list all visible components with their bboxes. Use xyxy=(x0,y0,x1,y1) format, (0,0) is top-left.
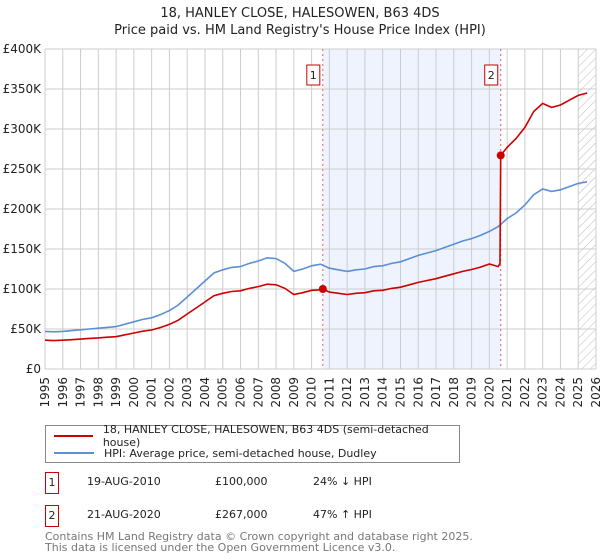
sale-point-2 xyxy=(496,151,505,160)
x-tick-label: 2015 xyxy=(393,377,407,408)
sale-row-1: 1 19-AUG-2010 £100,000 24% ↓ HPI xyxy=(45,472,445,494)
y-tick-label: £100K xyxy=(3,282,43,296)
chart-title: 18, HANLEY CLOSE, HALESOWEN, B63 4DS xyxy=(160,6,439,21)
y-tick-label: £250K xyxy=(3,162,43,176)
x-tick-label: 2009 xyxy=(287,377,301,408)
x-tick-label: 2012 xyxy=(340,377,354,408)
x-tick-label: 2025 xyxy=(571,377,585,408)
hpi-line xyxy=(44,181,588,333)
sale-point-1 xyxy=(318,285,327,293)
sale-box-label-2: 2 xyxy=(488,69,495,82)
y-tick-label: £300K xyxy=(3,122,43,136)
sale-date: 19-AUG-2010 xyxy=(87,475,161,488)
sale-marker-1: 1 xyxy=(45,472,59,494)
x-tick-label: 2013 xyxy=(358,377,372,408)
x-tick-label: 2000 xyxy=(127,377,141,408)
legend: 18, HANLEY CLOSE, HALESOWEN, B63 4DS (se… xyxy=(45,423,460,463)
sale-hpi-diff: 47% ↑ HPI xyxy=(313,508,372,521)
sale-price: £100,000 xyxy=(215,475,268,488)
x-tick-label: 1998 xyxy=(91,377,105,408)
y-tick-label: £150K xyxy=(3,242,43,256)
sale-hpi-diff: 24% ↓ HPI xyxy=(313,475,372,488)
x-tick-label: 2010 xyxy=(305,377,319,408)
chart-subtitle: Price paid vs. HM Land Registry's House … xyxy=(114,23,486,38)
x-tick-label: 2023 xyxy=(536,377,550,408)
x-tick-label: 2020 xyxy=(482,377,496,408)
legend-swatch-blue xyxy=(54,452,94,454)
legend-label-property: 18, HANLEY CLOSE, HALESOWEN, B63 4DS (se… xyxy=(102,423,429,449)
x-tick-label: 2018 xyxy=(447,377,461,408)
price-paid-line xyxy=(44,92,588,342)
x-tick-label: 2004 xyxy=(198,377,212,408)
x-tick-label: 2024 xyxy=(553,377,567,408)
x-tick-label: 1995 xyxy=(38,377,52,408)
legend-item-property: 18, HANLEY CLOSE, HALESOWEN, B63 4DS (se… xyxy=(54,423,459,449)
x-tick-label: 2019 xyxy=(465,377,479,408)
x-tick-label: 2002 xyxy=(162,377,176,408)
sale-date: 21-AUG-2020 xyxy=(87,508,161,521)
x-tick-label: 2001 xyxy=(145,377,159,408)
legend-swatch-red xyxy=(54,435,93,437)
y-tick-label: £50K xyxy=(10,322,42,336)
x-tick-label: 2006 xyxy=(234,377,248,408)
footer-copyright: Contains HM Land Registry data © Crown c… xyxy=(45,530,473,543)
sale-box-1 xyxy=(306,64,321,86)
y-tick-label: £0 xyxy=(26,362,41,376)
y-tick-label: £350K xyxy=(3,82,43,96)
x-tick-label: 2017 xyxy=(429,377,443,408)
x-tick-label: 2026 xyxy=(589,377,600,408)
x-tick-label: 1999 xyxy=(109,377,123,408)
footer-licence: This data is licensed under the Open Gov… xyxy=(45,541,396,554)
x-tick-label: 1997 xyxy=(74,377,88,408)
x-tick-label: 1996 xyxy=(56,377,70,408)
x-tick-label: 2008 xyxy=(269,377,283,408)
x-tick-label: 2011 xyxy=(322,377,336,408)
x-tick-label: 2007 xyxy=(251,377,265,408)
x-tick-label: 2021 xyxy=(500,377,514,408)
sale-marker-2: 2 xyxy=(45,505,59,527)
sale-row-2: 2 21-AUG-2020 £267,000 47% ↑ HPI xyxy=(45,505,445,527)
x-tick-label: 2005 xyxy=(216,377,230,408)
x-tick-label: 2003 xyxy=(180,377,194,408)
y-tick-label: £200K xyxy=(3,202,43,216)
legend-item-hpi: HPI: Average price, semi-detached house,… xyxy=(54,445,377,461)
y-tick-label: £400K xyxy=(3,42,43,56)
footer: Contains HM Land Registry data © Crown c… xyxy=(45,531,473,553)
sale-box-2 xyxy=(484,64,499,86)
x-tick-label: 2022 xyxy=(518,377,532,408)
chart-svg: 18, HANLEY CLOSE, HALESOWEN, B63 4DS Pri… xyxy=(3,6,600,408)
x-tick-label: 2016 xyxy=(411,377,425,408)
sale-box-label-1: 1 xyxy=(310,69,317,82)
legend-label-hpi: HPI: Average price, semi-detached house,… xyxy=(104,446,377,460)
sale-price: £267,000 xyxy=(215,508,268,521)
x-tick-label: 2014 xyxy=(376,377,390,408)
